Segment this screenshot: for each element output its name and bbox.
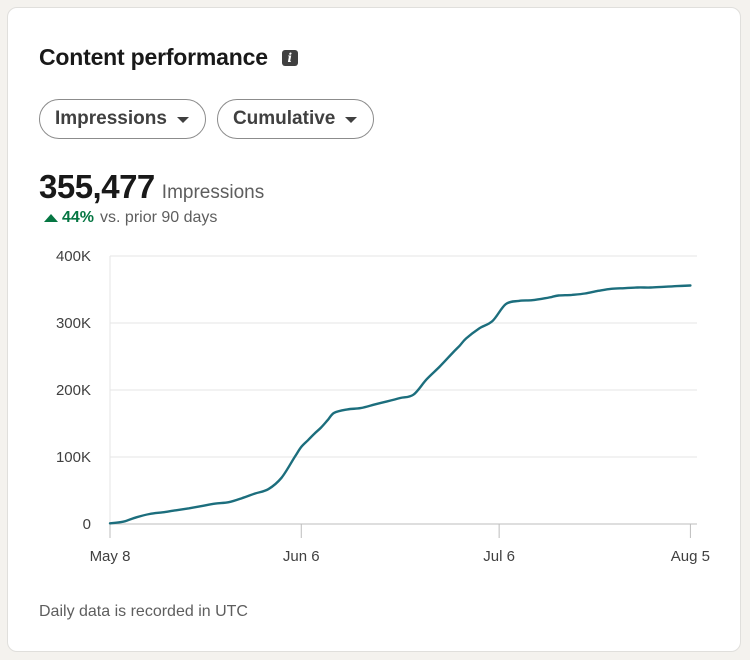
x-tick-label: Aug 5 [671,548,710,565]
caret-down-icon [176,117,189,123]
arrow-up-icon [44,214,58,222]
y-tick-label: 100K [56,449,91,466]
mode-dropdown-label: Cumulative [232,108,336,129]
card-header: Content performance i [39,44,298,71]
x-tick-label: Jun 6 [283,548,320,565]
metric-value: 355,477 [39,168,155,205]
y-tick-label: 0 [83,516,91,533]
x-tick-label: May 8 [90,548,131,565]
y-tick-label: 300K [56,315,91,332]
change-indicator: 44% vs. prior 90 days [44,209,217,227]
metric-summary: 355,477 Impressions [39,168,264,206]
card-title: Content performance [39,44,268,70]
caret-down-icon [345,117,358,123]
filter-dropdowns: Impressions Cumulative [39,99,375,139]
metric-dropdown-label: Impressions [55,108,167,129]
content-performance-card: Content performance i Impressions Cumula… [7,7,741,652]
impressions-series-line [108,284,692,525]
x-tick-label: Jul 6 [483,548,515,565]
metric-dropdown[interactable]: Impressions [39,99,206,139]
metric-label: Impressions [161,182,265,203]
y-tick-label: 200K [56,382,91,399]
change-percent: 44% [62,209,95,226]
y-tick-label: 400K [56,248,91,265]
mode-dropdown[interactable]: Cumulative [216,99,375,139]
change-comparison: vs. prior 90 days [100,209,218,226]
info-icon[interactable]: i [281,49,298,66]
footer-note: Daily data is recorded in UTC [39,603,248,620]
